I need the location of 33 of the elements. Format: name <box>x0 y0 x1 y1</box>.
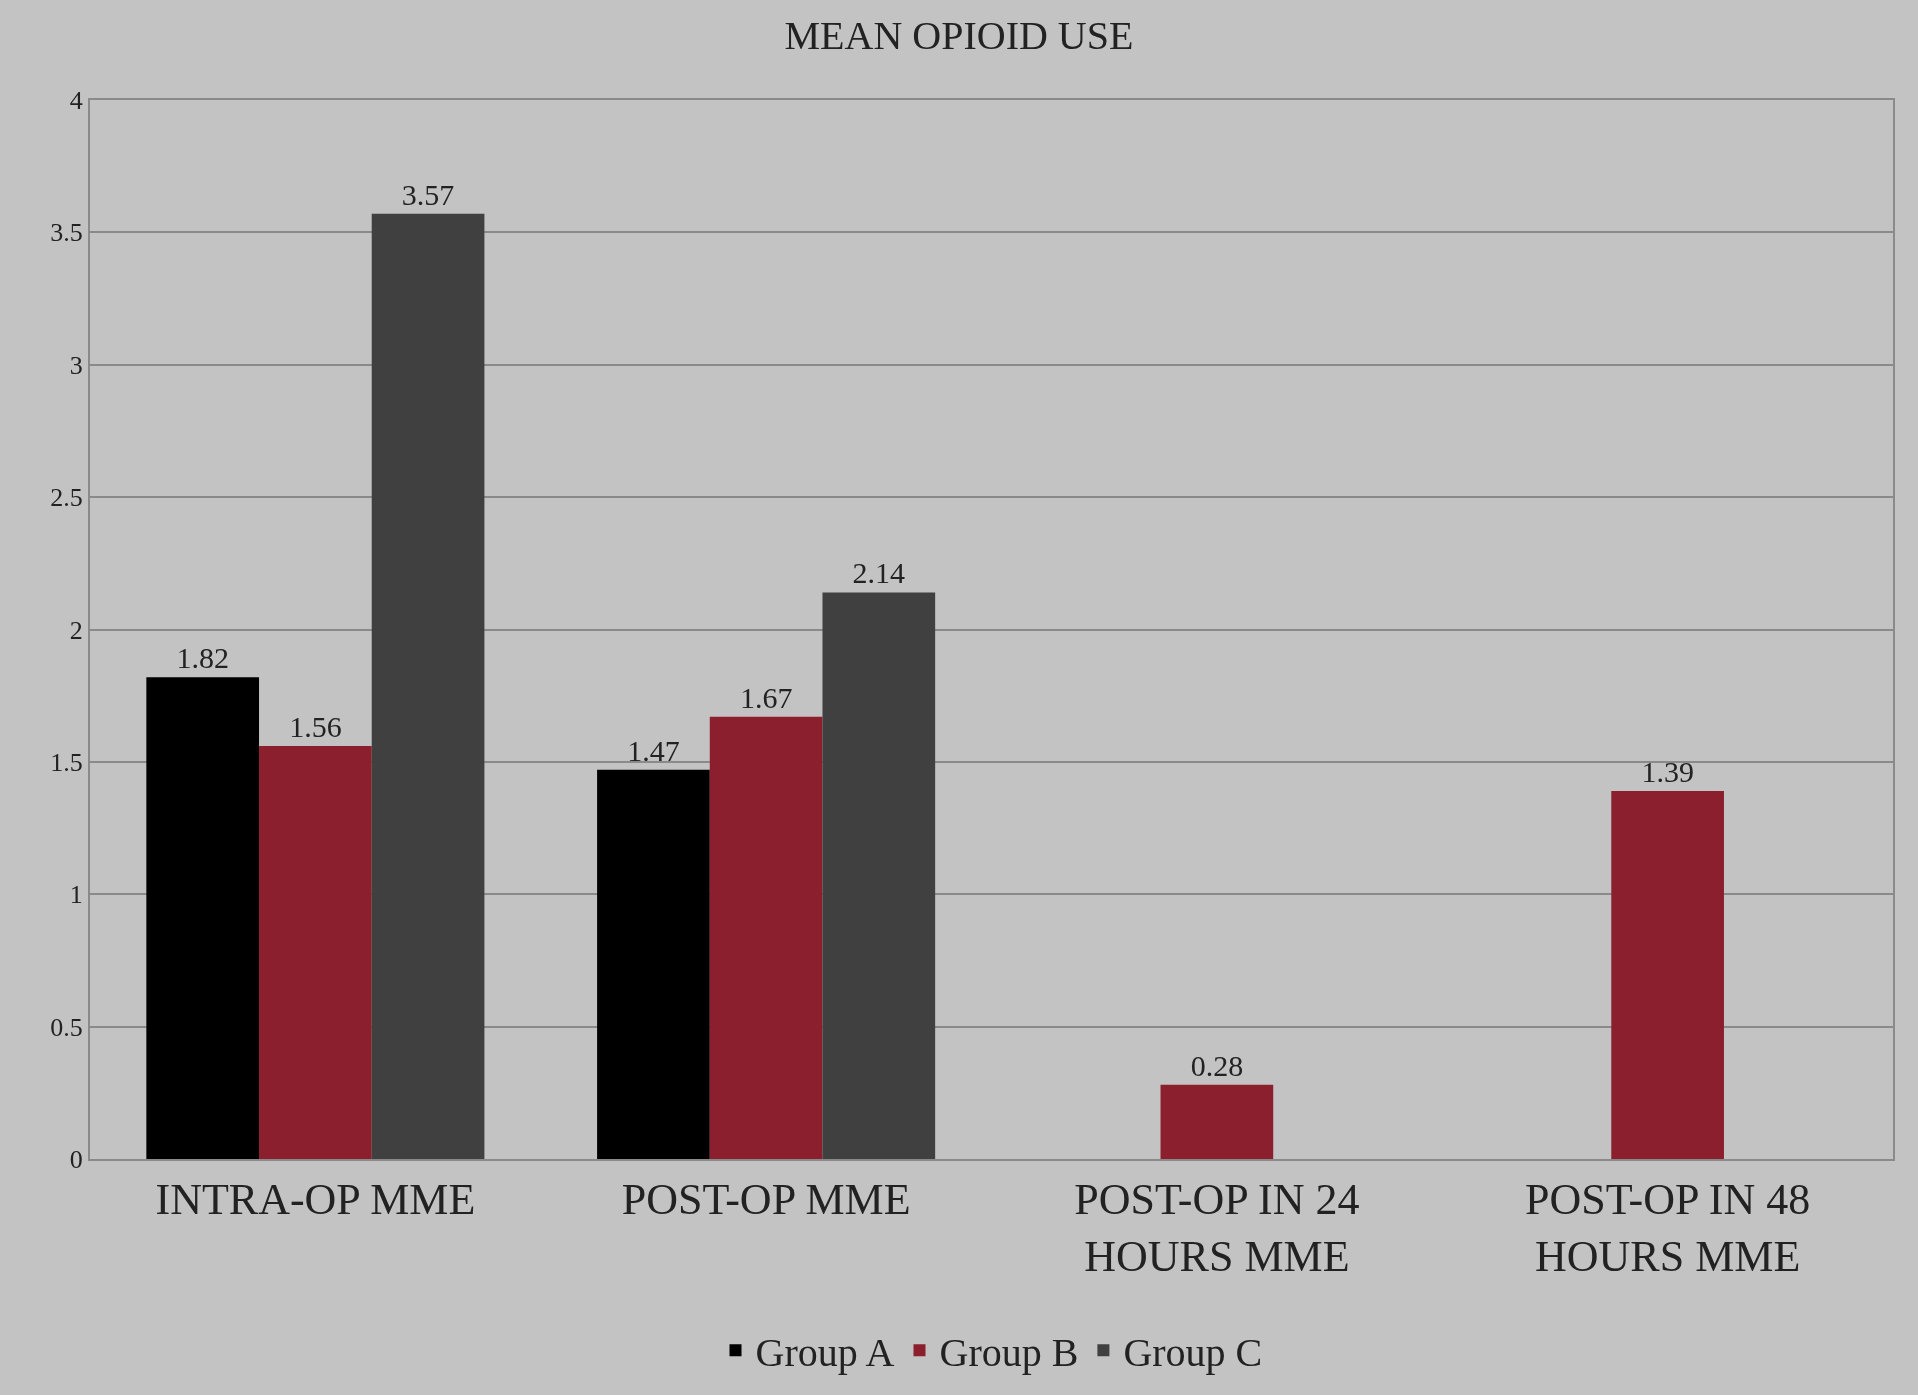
bar <box>259 745 372 1159</box>
data-label: 1.56 <box>289 709 342 743</box>
bar <box>1611 791 1724 1159</box>
y-tick-label: 1.5 <box>50 747 83 777</box>
data-label: 1.39 <box>1641 755 1694 788</box>
legend-label: Group C <box>1123 1329 1263 1375</box>
data-label: 1.67 <box>739 680 793 714</box>
data-label: 0.28 <box>1190 1048 1244 1082</box>
data-label: 2.14 <box>852 556 906 590</box>
x-tick-label: INTRA-OP MME <box>155 1174 476 1224</box>
y-tick-label: 0.5 <box>50 1012 83 1042</box>
data-label: 1.82 <box>176 641 229 675</box>
data-label: 3.57 <box>401 177 455 211</box>
y-tick-label: 2 <box>69 615 83 645</box>
bar <box>822 592 936 1159</box>
y-tick-label: 0 <box>69 1145 83 1175</box>
y-tick-label: 3 <box>69 350 83 380</box>
y-tick-label: 2.5 <box>50 483 83 513</box>
bar <box>1160 1084 1274 1159</box>
bar <box>597 769 710 1159</box>
x-tick-label: POST-OP IN 24 HOURS MME <box>1074 1174 1360 1281</box>
legend-label: Group B <box>939 1329 1079 1375</box>
y-tick-label: 4 <box>69 86 83 116</box>
bar <box>146 677 260 1159</box>
legend-label: Group A <box>755 1329 895 1375</box>
y-tick-label: 3.5 <box>50 218 83 248</box>
x-tick-label: POST-OP IN 48 HOURS MME <box>1525 1174 1811 1281</box>
bar <box>371 213 485 1159</box>
data-label: 1.47 <box>627 733 680 767</box>
x-tick-label: POST-OP MME <box>621 1174 911 1224</box>
bar <box>709 716 823 1159</box>
y-tick-label: 1 <box>69 880 83 910</box>
chart-title: MEAN OPIOID USE <box>784 12 1134 58</box>
